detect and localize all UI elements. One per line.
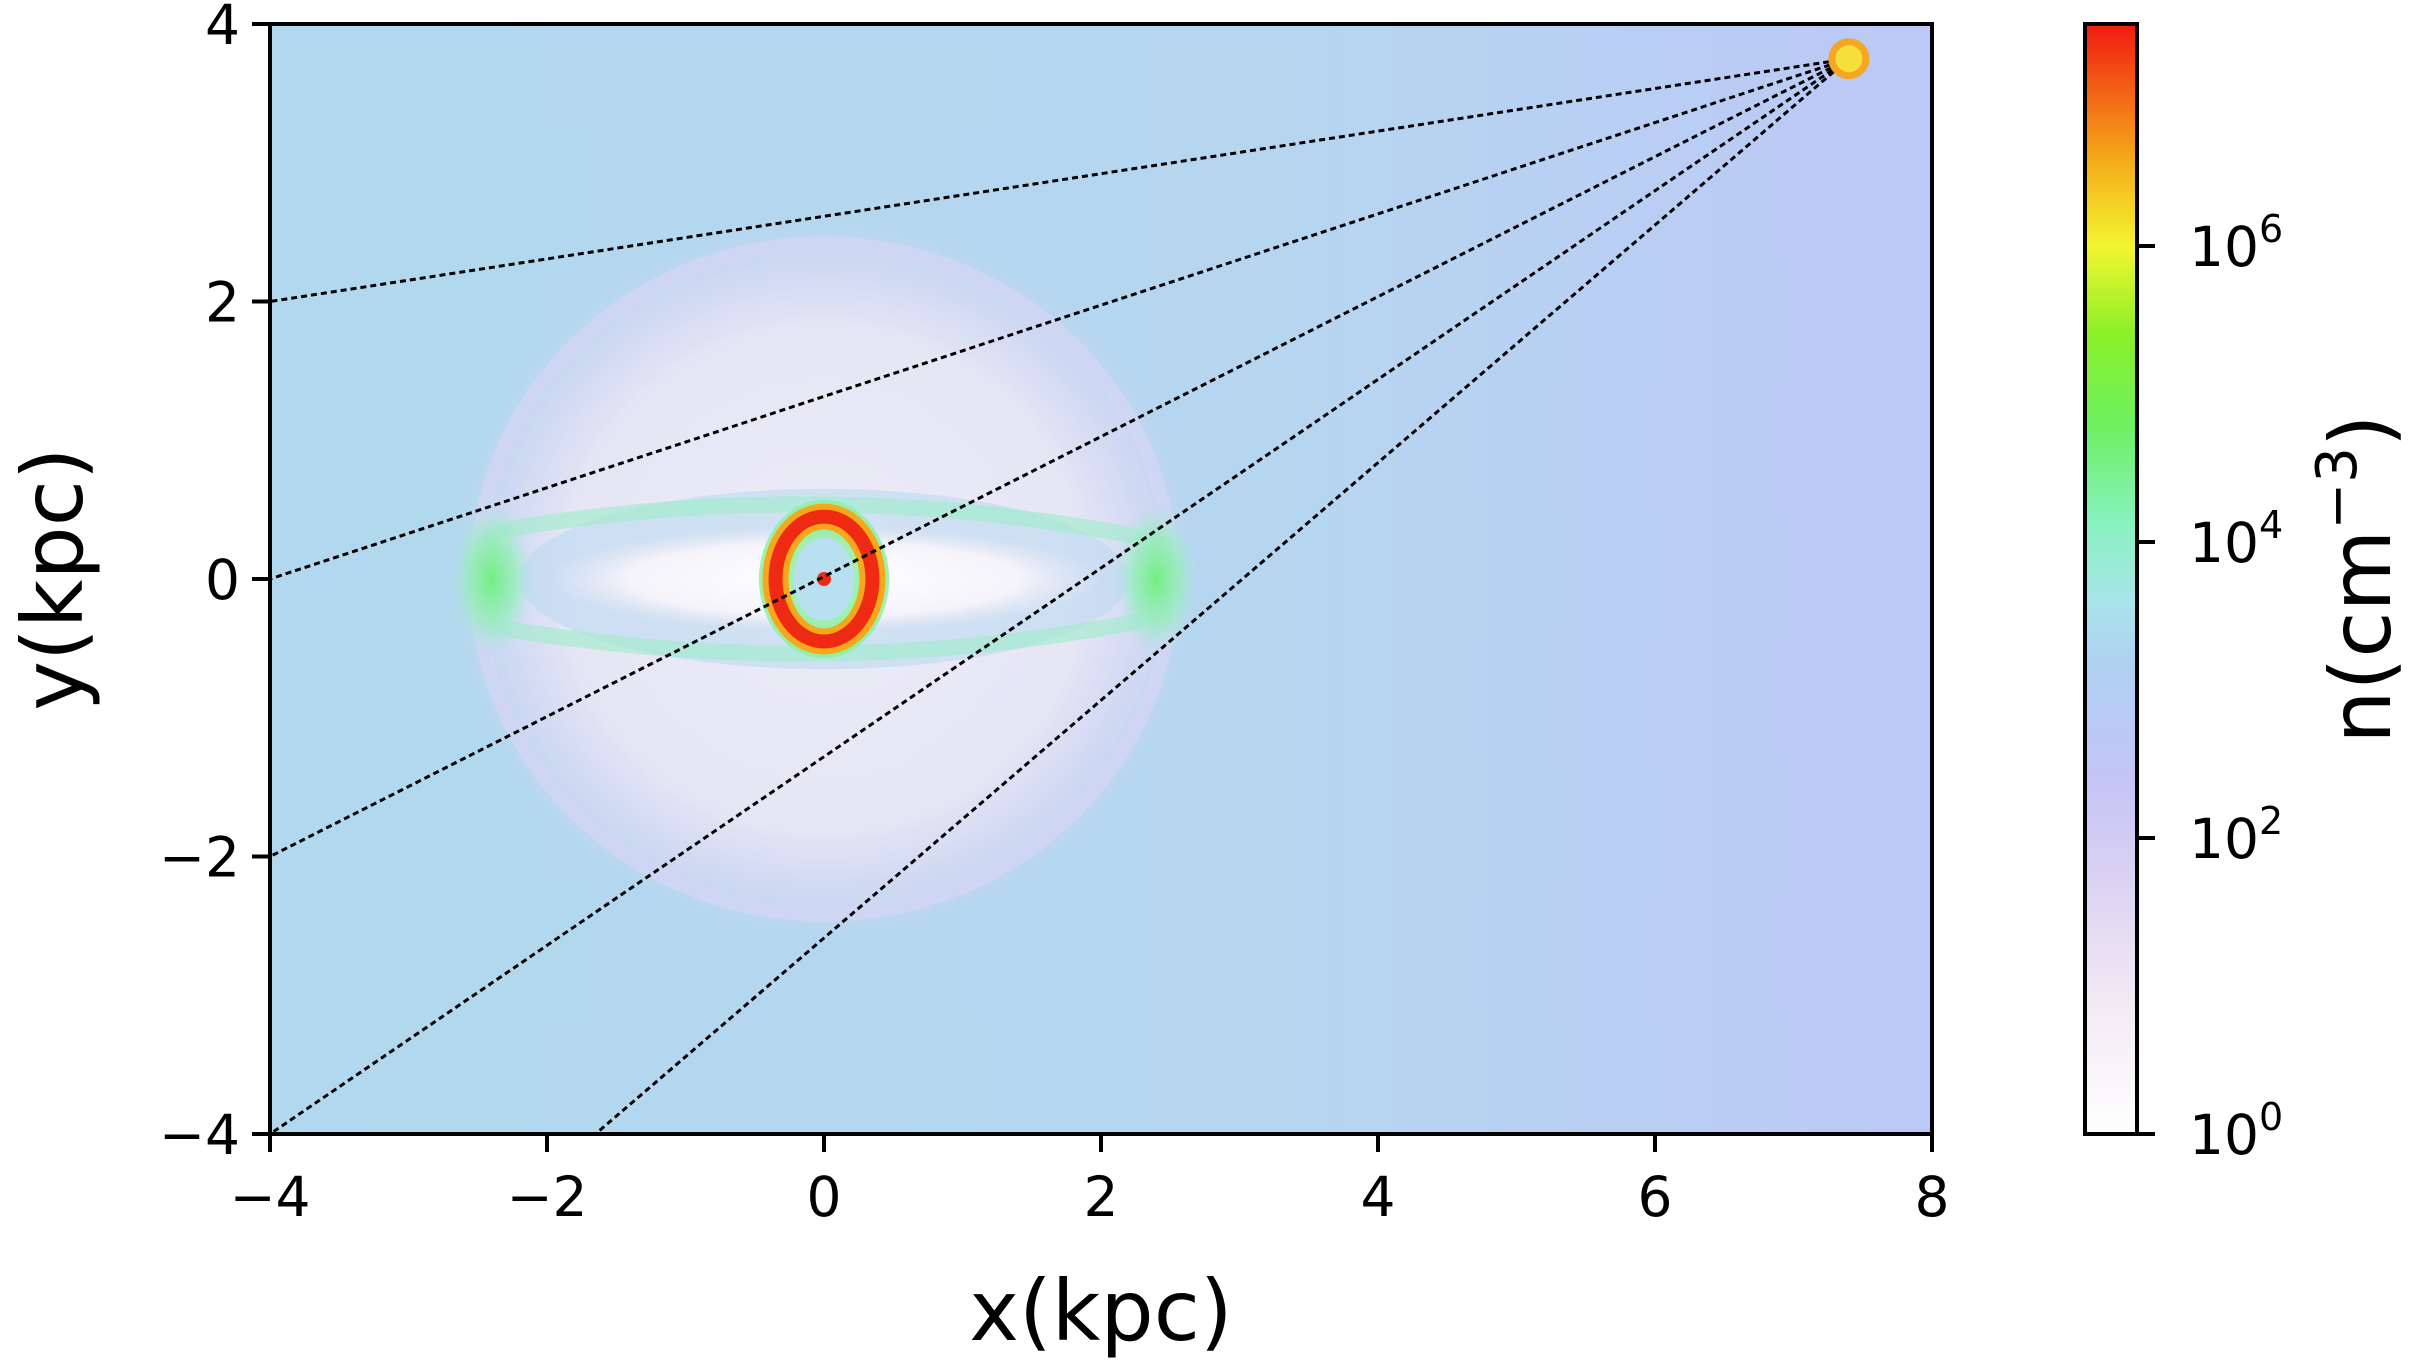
sight-line-4 [270, 57, 1850, 1134]
colorbar-tick-exponent: 0 [2259, 1095, 2283, 1139]
observer-point [1828, 38, 1870, 80]
colorbar-label-suffix: ) [2312, 414, 2410, 447]
colorbar-label: n(cm−3) [2305, 414, 2410, 743]
central-ring [768, 509, 880, 649]
sight-line-3 [270, 57, 1850, 858]
left-arm-end [450, 502, 534, 656]
colorbar-tick-base: 10 [2189, 511, 2259, 575]
y-tick-label: 0 [205, 548, 240, 612]
colorbar-gradient [2083, 22, 2139, 1136]
colorbar-tick-exponent: 4 [2259, 503, 2283, 547]
colorbar-tick-exponent: 6 [2259, 207, 2283, 251]
colorbar-label-exponent: −3 [2305, 447, 2370, 530]
colorbar-label-base: n(cm [2312, 530, 2410, 744]
x-tick-label: 0 [807, 1165, 842, 1229]
x-tick-label: 4 [1361, 1165, 1396, 1229]
x-tick-label: 8 [1915, 1165, 1950, 1229]
y-tick-label: −4 [159, 1103, 240, 1167]
x-tick-label: 2 [1084, 1165, 1119, 1229]
sight-lines [270, 57, 1850, 1134]
sight-line-2 [270, 57, 1850, 581]
colorbar-tick-label: 102 [2189, 799, 2283, 871]
right-arm-end [1114, 502, 1198, 656]
y-tick-label: −2 [159, 826, 240, 890]
x-axis: −4 −2 0 2 4 6 8 [229, 1134, 1950, 1229]
colorbar-tick-base: 10 [2189, 807, 2259, 871]
colorbar-tick-base: 10 [2189, 215, 2259, 279]
y-axis-label: y(kpc) [4, 447, 102, 710]
density-features [450, 218, 1198, 940]
colorbar-tick-base: 10 [2189, 1103, 2259, 1167]
x-tick-label: −4 [229, 1165, 310, 1229]
colorbar-tick-label: 100 [2189, 1095, 2283, 1167]
y-axis: −4 −2 0 2 4 [159, 0, 270, 1167]
observer-marker [1828, 38, 1870, 80]
x-axis-label: x(kpc) [969, 1262, 1232, 1360]
y-tick-label: 4 [205, 0, 240, 57]
colorbar-tick-exponent: 2 [2259, 799, 2283, 843]
colorbar-tick-label: 104 [2189, 503, 2283, 575]
y-tick-label: 2 [205, 271, 240, 335]
plot-area [268, 22, 1934, 1136]
colorbar-tick-label: 106 [2189, 207, 2283, 279]
x-tick-label: 6 [1638, 1165, 1673, 1229]
sight-line-1 [270, 57, 1850, 303]
x-tick-label: −2 [506, 1165, 587, 1229]
sight-line-5 [594, 57, 1850, 1134]
